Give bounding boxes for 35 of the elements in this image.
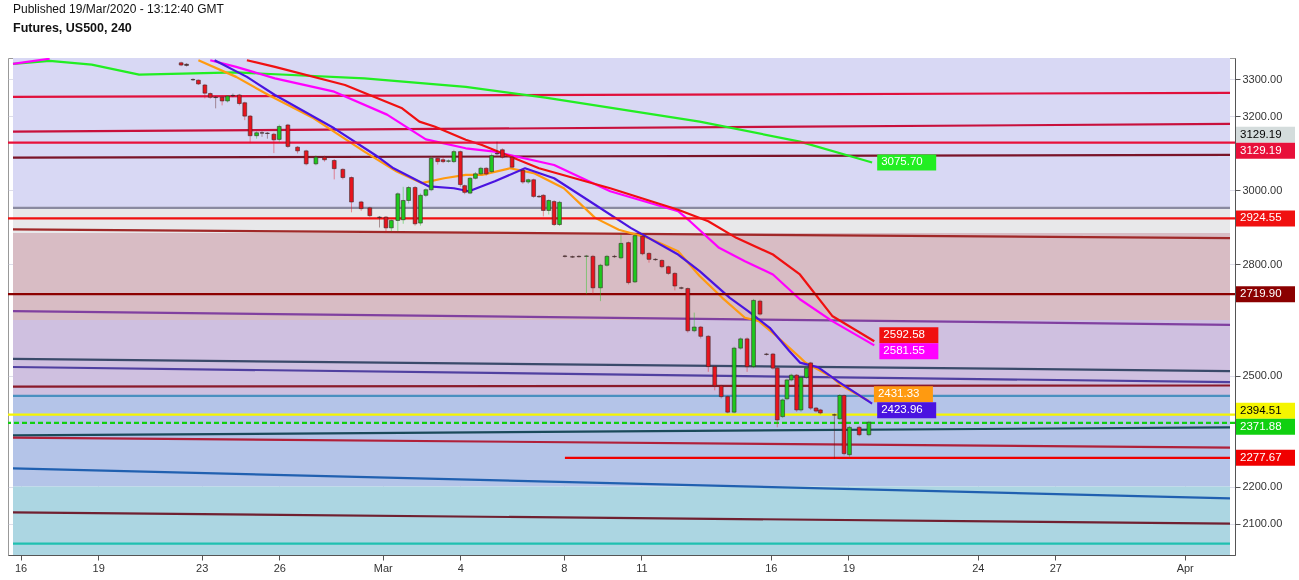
x-tick-label: 27 [1049, 561, 1062, 574]
x-tick-label: 11 [636, 561, 648, 574]
x-tick-label: 24 [972, 561, 985, 574]
ref-line-label: 2924.55 [1240, 211, 1282, 224]
data-label: 3075.70 [881, 155, 923, 168]
data-label: 2431.33 [877, 387, 920, 400]
x-tick-label: 19 [92, 561, 105, 574]
x-tick-label: 19 [842, 561, 856, 574]
x-tick-label: 23 [196, 561, 209, 574]
ref-line-label: 3129.19 [1240, 143, 1282, 156]
x-tick-label: 4 [457, 561, 464, 574]
x-tick-label: 26 [273, 561, 286, 574]
text: Published 19/Mar/2020 - 13:12:40 GMT [13, 2, 225, 16]
text: 3129.19 [1240, 127, 1282, 140]
candlestick [190, 77, 196, 82]
chart-title: Futures, US500, 240 [13, 21, 132, 35]
x-tick-label: 16 [14, 561, 28, 574]
data-label: 2581.55 [883, 344, 925, 357]
y-tick-label: 3000.00 [1242, 183, 1283, 196]
ref-line-label: 2394.51 [1240, 403, 1282, 416]
data-label: 2592.58 [883, 328, 925, 341]
y-tick-label: 2500.00 [1242, 369, 1283, 382]
y-tick-label: 2200.00 [1242, 480, 1283, 493]
y-tick-label: 3200.00 [1242, 109, 1283, 122]
data-label: 2277.67 [1240, 450, 1282, 463]
x-tick-label: 16 [765, 561, 778, 574]
y-tick-label: 2100.00 [1242, 517, 1283, 530]
x-tick-label: Apr [1176, 561, 1195, 574]
ref-line-label: 2371.88 [1240, 419, 1282, 432]
ref-line-label: 2719.90 [1240, 287, 1282, 300]
y-tick-label: 2800.00 [1242, 258, 1283, 270]
data-label: 2423.96 [881, 403, 923, 416]
x-tick-label: Mar [373, 561, 394, 574]
y-tick-label: 3300.00 [1242, 72, 1283, 85]
x-tick-label: 8 [561, 561, 568, 574]
